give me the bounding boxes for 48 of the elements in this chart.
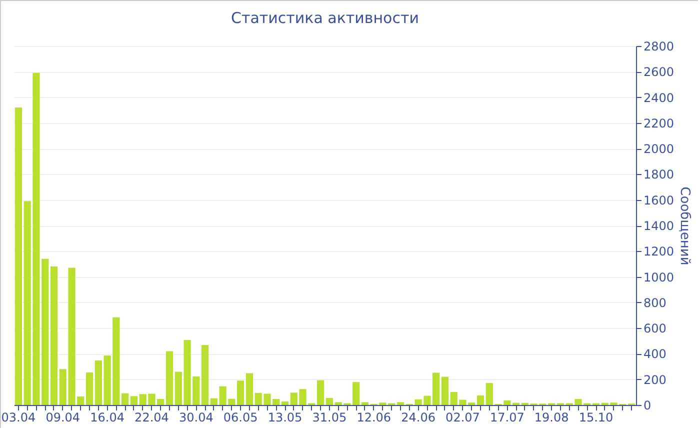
y-tick-label: 1800 xyxy=(644,168,674,182)
y-tick-label: 0 xyxy=(644,398,652,412)
y-tick-label: 800 xyxy=(644,296,666,310)
x-tick-label: 24.06 xyxy=(401,410,436,424)
bar xyxy=(130,396,138,405)
y-tick-label: 1600 xyxy=(644,193,674,208)
bar xyxy=(317,380,324,405)
x-tick-label: 19.08 xyxy=(534,410,569,424)
y-tick-label: 400 xyxy=(644,347,666,362)
bar xyxy=(476,396,484,405)
y-tick-label: 2000 xyxy=(644,142,674,156)
y-tick-label: 600 xyxy=(644,322,666,336)
x-tick-label: 30.04 xyxy=(178,410,214,424)
bar xyxy=(441,376,449,405)
bar xyxy=(246,373,254,405)
bar xyxy=(50,266,58,405)
y-tick-label: 2400 xyxy=(644,90,674,105)
x-tick-label: 16.04 xyxy=(90,410,124,424)
bar xyxy=(201,344,209,405)
x-tick-label: 12.06 xyxy=(356,410,392,424)
y-tick-label: 2800 xyxy=(644,40,674,54)
x-tick-label: 09.04 xyxy=(46,410,80,424)
x-tick-label: 02.07 xyxy=(446,410,480,424)
x-tick-label: 03.04 xyxy=(1,410,36,424)
bar xyxy=(432,372,440,405)
bar xyxy=(86,372,94,405)
y-tick-label: 1400 xyxy=(644,219,674,233)
x-tick-label: 22.04 xyxy=(134,410,169,424)
bar xyxy=(396,402,404,405)
x-tick-label: 31.05 xyxy=(312,410,347,424)
y-tick-label: 2200 xyxy=(644,116,674,130)
x-tick-label: 15.10 xyxy=(578,410,614,424)
bar xyxy=(210,398,218,405)
chart-title: Статистика активности xyxy=(231,9,419,27)
x-tick-label: 13.05 xyxy=(268,410,302,424)
y-tick-label: 200 xyxy=(644,372,666,387)
bar xyxy=(166,351,174,405)
bar xyxy=(122,393,129,405)
y-tick-label: 1200 xyxy=(644,244,674,259)
bar xyxy=(14,108,22,405)
x-tick-label: 06.05 xyxy=(223,410,258,424)
y-tick-label: 1000 xyxy=(644,270,674,284)
bar xyxy=(281,401,289,405)
x-tick-label: 17.07 xyxy=(490,410,524,424)
y-tick-label: 2600 xyxy=(644,65,674,80)
bar xyxy=(361,402,369,405)
y-axis-title: Сообщений xyxy=(677,186,692,266)
bar xyxy=(326,398,333,405)
